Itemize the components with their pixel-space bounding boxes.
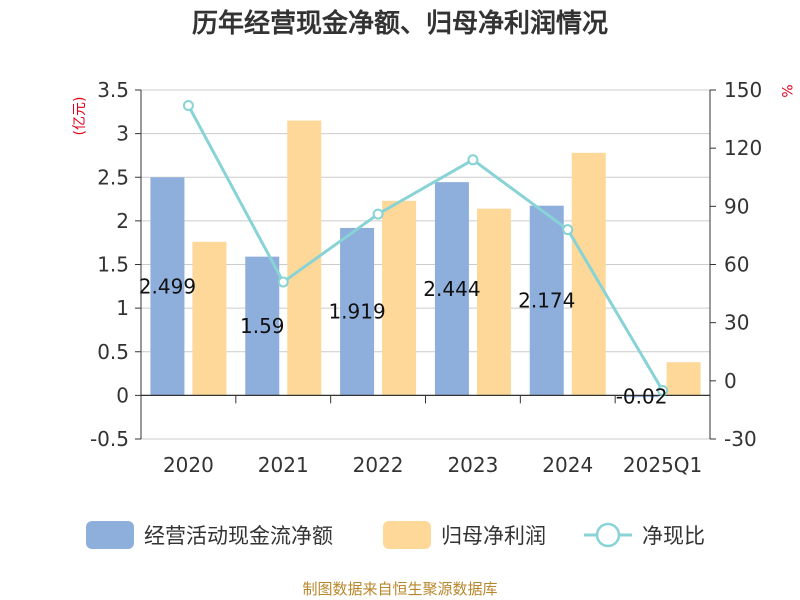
y-right-tick-label: 120 <box>724 136 762 160</box>
bars <box>150 120 701 398</box>
data-label-cash-flow: 2.174 <box>518 289 575 313</box>
ratio-point <box>657 385 669 397</box>
bar-cash-flow <box>150 177 185 396</box>
bar-cash-flow <box>434 182 469 396</box>
bar-net-profit <box>476 208 511 396</box>
bar-net-profit <box>666 362 701 396</box>
bar-cash-flow <box>624 395 659 398</box>
data-labels: 2.499 1.59 1.919 2.444 2.174 -0.02 <box>139 274 668 408</box>
legend: 经营活动现金流净额 归母净利润 净现比 <box>86 521 705 549</box>
bar-cash-flow <box>245 256 280 396</box>
data-label-cash-flow: -0.02 <box>616 384 668 408</box>
ratio-line-path <box>187 104 664 392</box>
y-right-tick-label: 30 <box>724 311 749 335</box>
bar-cash-flow <box>340 227 375 396</box>
chart-title: 历年经营现金净额、归母净利润情况 <box>192 8 608 39</box>
y-right-tick-label: 150 <box>724 78 762 102</box>
bar-net-profit <box>192 241 227 396</box>
ratio-point <box>277 276 289 288</box>
y-left-tick-label: 1.5 <box>97 253 129 277</box>
y-left-tick-label: 3 <box>116 122 129 146</box>
data-label-cash-flow: 2.499 <box>139 274 196 298</box>
ratio-point <box>372 208 384 220</box>
x-tick-label: 2025Q1 <box>623 453 702 477</box>
y-left-tick-label: 2 <box>116 209 129 233</box>
ratio-point <box>467 154 479 166</box>
x-tick-label: 2021 <box>258 453 309 477</box>
bar-cash-flow <box>529 205 564 396</box>
y-left-tick-label: -0.5 <box>90 427 129 451</box>
y-left-tick-label: 3.5 <box>97 78 129 102</box>
y-left-tick-label: 0.5 <box>97 340 129 364</box>
legend-swatch-cash-flow <box>86 521 134 549</box>
y-right-tick-label: -30 <box>724 427 757 451</box>
y-right-unit: % <box>778 84 794 97</box>
x-tick-label: 2020 <box>163 453 214 477</box>
y-left-unit: (亿元) <box>72 97 88 136</box>
ratio-line <box>182 100 669 397</box>
data-label-cash-flow: 1.919 <box>328 300 385 324</box>
x-tick-label: 2023 <box>447 453 498 477</box>
legend-label-ratio: 净现比 <box>642 524 705 548</box>
ratio-point <box>562 224 574 236</box>
axes: -0.5 0 0.5 1 1.5 2 2.5 3 3.5 -30 0 30 60 90 120 150 2020… <box>90 78 762 477</box>
y-left-tick-label: 1 <box>116 296 129 320</box>
ratio-point <box>182 100 194 112</box>
bar-net-profit <box>571 152 606 396</box>
y-right-tick-label: 90 <box>724 194 749 218</box>
y-left-tick-label: 2.5 <box>97 165 129 189</box>
legend-swatch-net-profit <box>383 521 431 549</box>
source-note: 制图数据来自恒生聚源数据库 <box>302 580 497 598</box>
legend-swatch-ratio-marker <box>595 522 621 548</box>
data-label-cash-flow: 2.444 <box>423 277 480 301</box>
x-tick-label: 2022 <box>353 453 404 477</box>
bar-net-profit <box>382 200 417 396</box>
legend-label-cash-flow: 经营活动现金流净额 <box>144 524 333 548</box>
x-tick-label: 2024 <box>542 453 593 477</box>
y-right-tick-label: 0 <box>724 369 737 393</box>
data-label-cash-flow: 1.59 <box>240 314 285 338</box>
legend-label-net-profit: 归母净利润 <box>441 524 546 548</box>
y-right-tick-label: 60 <box>724 253 749 277</box>
y-left-tick-label: 0 <box>116 383 129 407</box>
